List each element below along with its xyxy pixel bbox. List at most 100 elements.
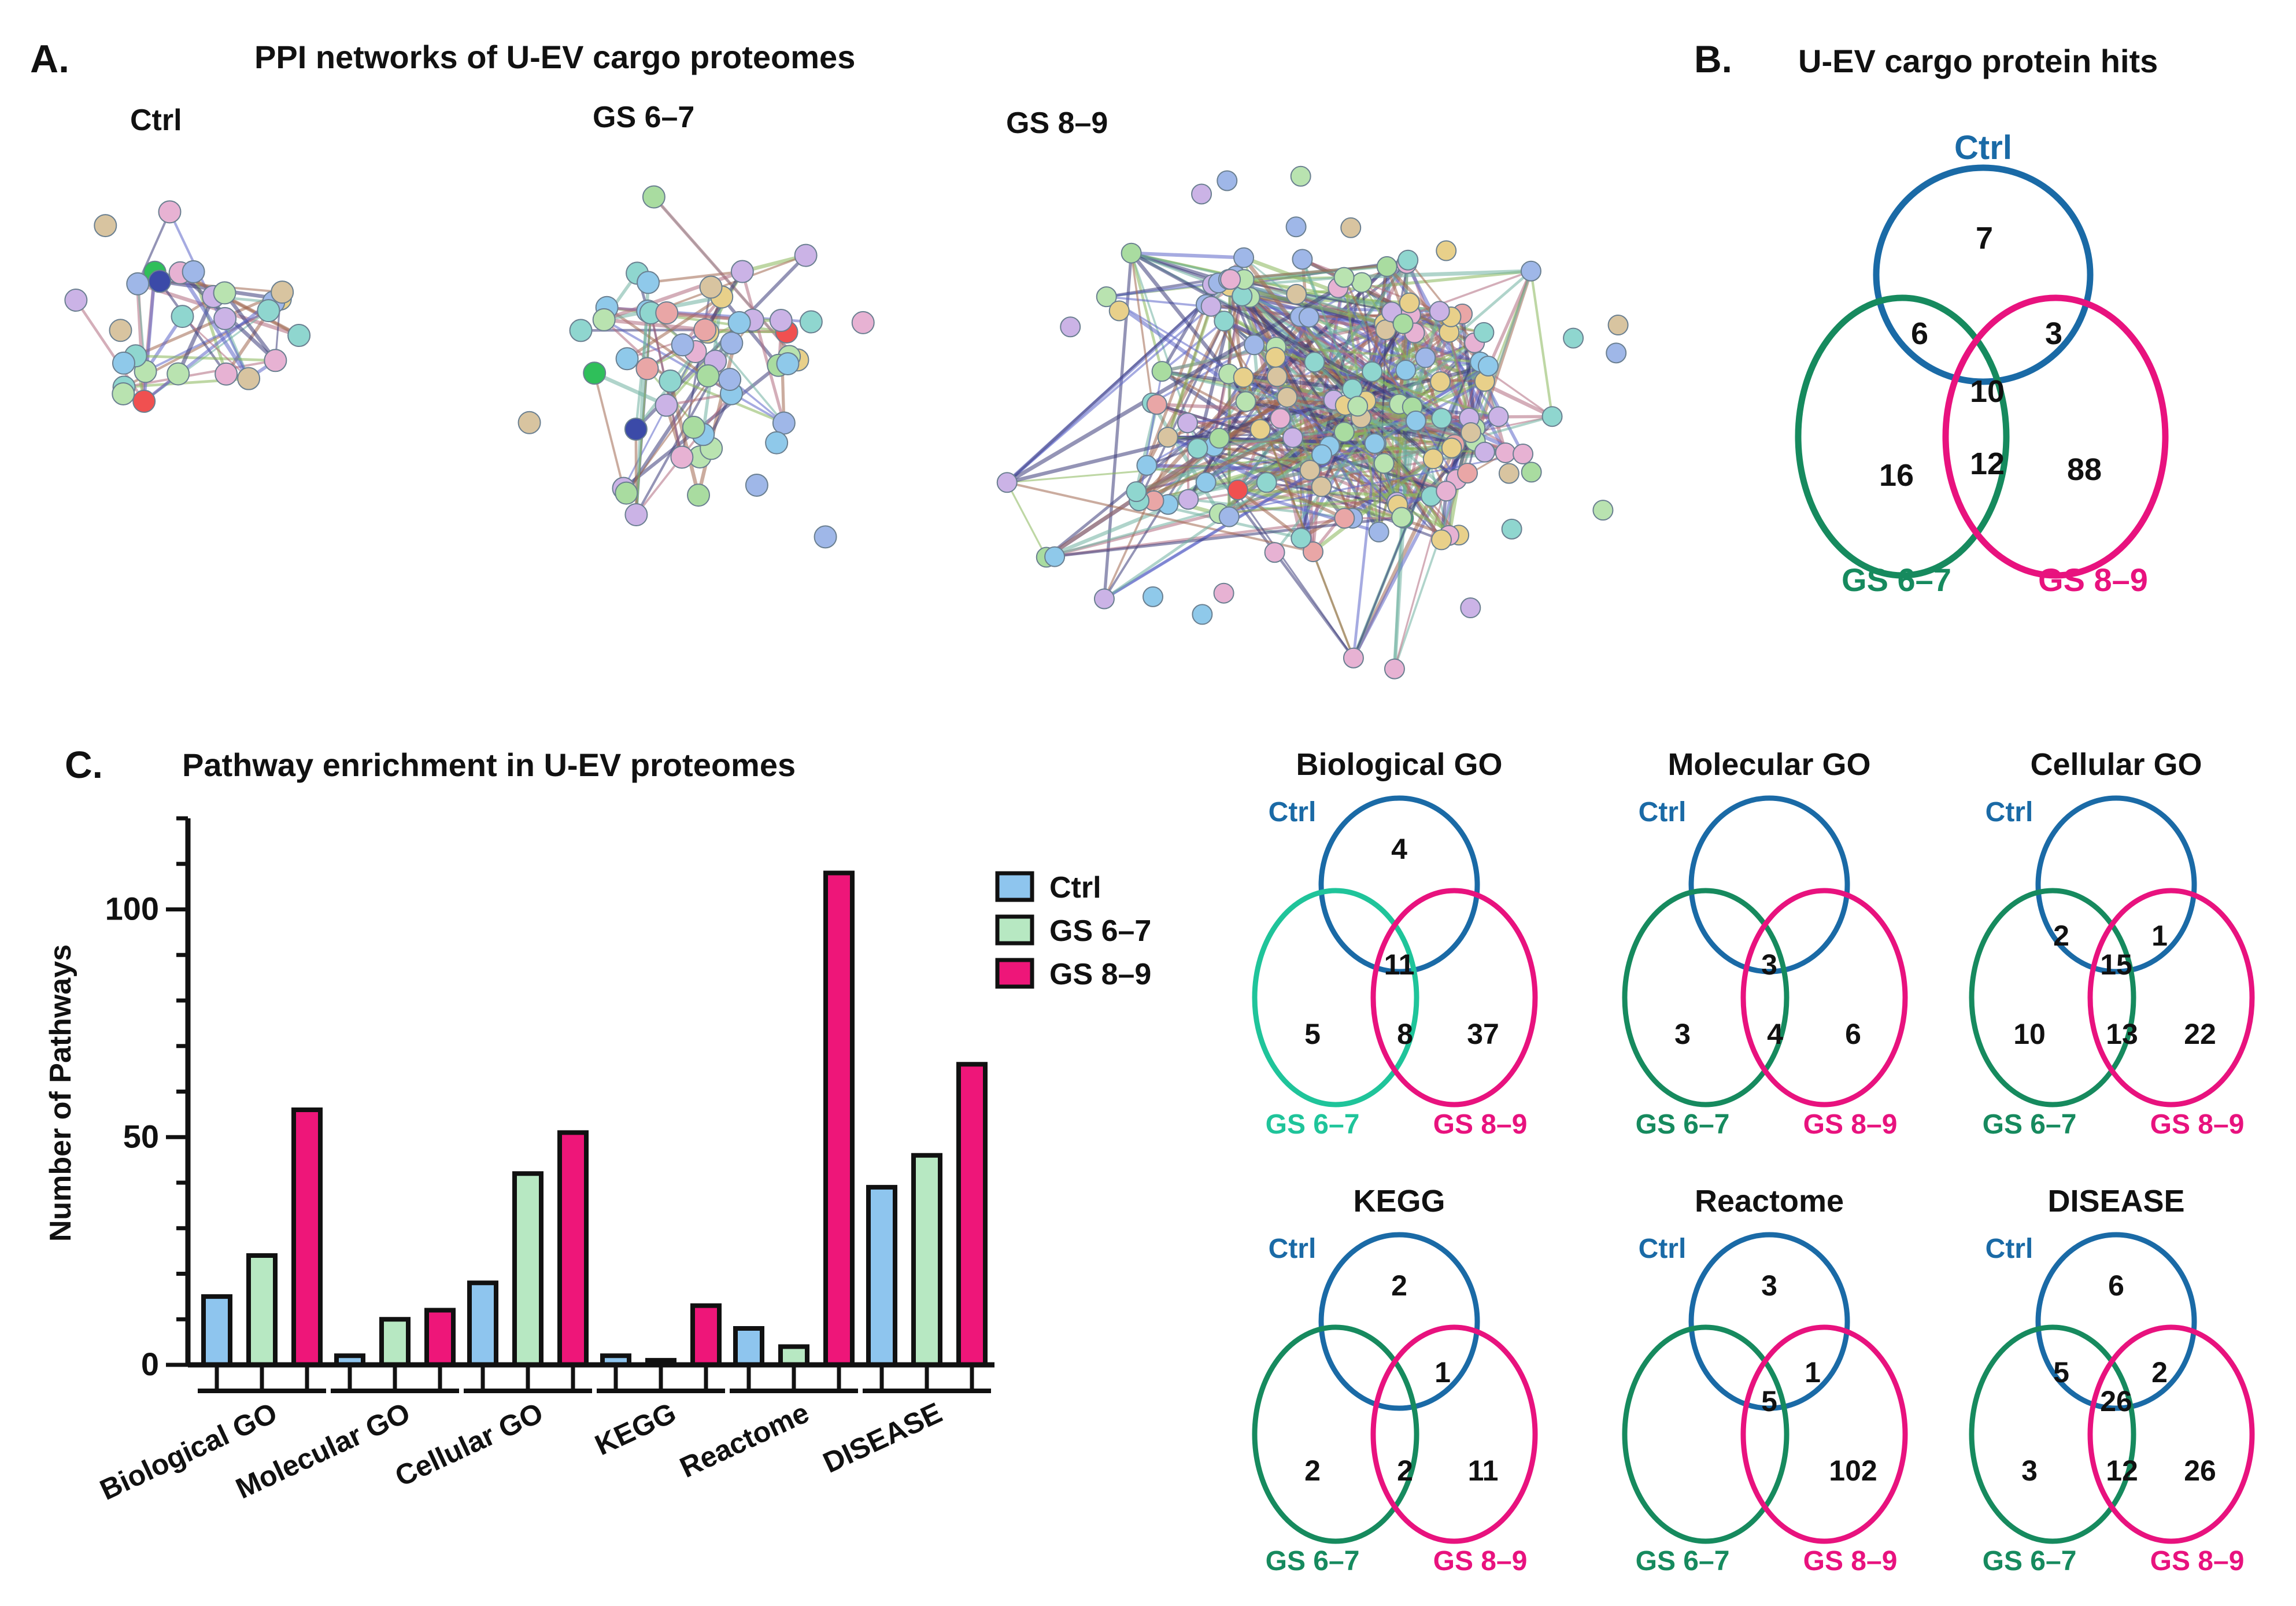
network-node (1375, 319, 1396, 341)
venn-count-gs89-only: 88 (2067, 452, 2102, 487)
network-node (1373, 453, 1395, 474)
network-node (670, 445, 694, 469)
network-node (1249, 419, 1271, 440)
venn-count-gs89-only: 22 (2184, 1018, 2216, 1050)
network-node (1270, 408, 1291, 429)
network-node (1376, 256, 1397, 277)
network-node (1333, 267, 1355, 288)
network-node (1096, 286, 1117, 308)
network-node (1093, 588, 1115, 610)
venn-label-gs67: GS 6–7 (1983, 1109, 2077, 1140)
network-node (257, 299, 280, 323)
venn-label-gs67: GS 6–7 (1636, 1109, 1730, 1140)
network-node (148, 269, 172, 293)
network-node (1217, 170, 1238, 191)
venn-count-gs67-only: 10 (2013, 1018, 2046, 1050)
venn-reactome: Reactome Ctrl GS 6–7 GS 8–9 3 15 102 (1622, 1184, 1908, 1577)
venn-circle-gs67 (1252, 1324, 1419, 1544)
x-tick-label: Cellular GO (390, 1396, 548, 1493)
venn-circle-ctrl (1688, 795, 1850, 974)
panel-a-title: PPI networks of U-EV cargo proteomes (254, 39, 855, 75)
network-node (112, 351, 135, 375)
panel-b-letter: B. (1694, 38, 1732, 80)
venn-count-gs67-only: 3 (1674, 1018, 1691, 1050)
network-node (94, 214, 117, 238)
network-node (264, 349, 287, 372)
venn-circle-gs67 (1969, 888, 2136, 1107)
venn-circle-ctrl (1688, 1232, 1850, 1411)
bar-3-2 (690, 1303, 722, 1367)
venn-count-all: 5 (1761, 1385, 1777, 1417)
venn-count-all: 26 (2100, 1385, 2132, 1417)
network-node (237, 367, 261, 390)
panel-b: B. U-EV cargo protein hits Ctrl GS 6–7 G… (1694, 38, 2169, 598)
venn-count-all: 11 (1384, 948, 1415, 981)
network-node (1415, 347, 1436, 368)
venn-count-gs67-only: 2 (1304, 1454, 1321, 1487)
venn-label-gs89: GS 8–9 (1433, 1546, 1528, 1577)
venn-count-all: 15 (2100, 948, 2132, 981)
network-node (1136, 455, 1158, 476)
bar-2-1 (512, 1171, 544, 1367)
network-node (1347, 396, 1369, 417)
network-node (287, 324, 311, 348)
network-node (624, 503, 648, 526)
y-tick-label: 0 (141, 1346, 159, 1382)
network-node (1474, 441, 1495, 463)
network-node (109, 319, 132, 342)
bar-0-0 (201, 1294, 232, 1367)
bar-5-2 (956, 1062, 988, 1367)
network-gs89-label: GS 8–9 (1006, 106, 1108, 140)
venn-count-ctrl-gs67: 5 (2053, 1356, 2069, 1389)
venn-label-gs89: GS 8–9 (2150, 1546, 2245, 1577)
network-node (1304, 352, 1325, 373)
legend-label: GS 6–7 (1049, 914, 1151, 948)
venn-label-ctrl: Ctrl (1639, 1234, 1687, 1264)
network-node (1264, 542, 1285, 563)
network-node (1457, 463, 1478, 484)
network-node (1266, 366, 1288, 387)
network-node (1285, 216, 1307, 238)
network-node (1218, 506, 1240, 527)
venn-title: Molecular GO (1668, 747, 1870, 782)
network-node (1233, 247, 1255, 268)
venn-count-gs67-gs89: 2 (1397, 1454, 1413, 1487)
network-node (1391, 507, 1413, 528)
network-node (745, 473, 768, 497)
network-node (1177, 412, 1198, 434)
venn-circle-gs89 (1370, 1324, 1538, 1544)
network-node (1220, 269, 1241, 290)
network-node (615, 347, 639, 371)
venn-count-gs89-only: 26 (2184, 1454, 2216, 1487)
network-node (1298, 307, 1319, 328)
venn-kegg: KEGG Ctrl GS 6–7 GS 8–9 2 1 2 2 11 (1252, 1184, 1538, 1577)
network-node (635, 357, 659, 381)
network-node (799, 310, 823, 334)
network-node (693, 318, 717, 342)
network-gs67-label: GS 6–7 (593, 101, 694, 134)
legend-swatch (995, 871, 1034, 902)
legend-swatch (995, 914, 1034, 946)
bar-4-1 (778, 1344, 809, 1367)
bar-1-2 (424, 1308, 456, 1367)
network-node (814, 525, 837, 549)
network-node (637, 271, 660, 294)
venn-count-all: 10 (1970, 374, 2005, 409)
venn-count-gs67-gs89: 8 (1397, 1018, 1413, 1050)
network-node (851, 311, 875, 334)
bar-4-0 (733, 1326, 764, 1367)
network-node (1299, 459, 1321, 481)
network-node (1191, 183, 1212, 205)
network-node (271, 280, 294, 304)
network-node (1362, 361, 1383, 382)
venn-circle-ctrl (1873, 164, 2094, 385)
network-node (1121, 242, 1142, 264)
network-node (1290, 165, 1311, 187)
network-node (1192, 604, 1213, 625)
network-node (126, 272, 150, 296)
venn-label-gs67: GS 6–7 (1983, 1546, 2077, 1577)
network-node (1213, 582, 1234, 604)
network-node (1265, 346, 1286, 368)
venn-count-gs67-only: 16 (1879, 458, 1914, 493)
